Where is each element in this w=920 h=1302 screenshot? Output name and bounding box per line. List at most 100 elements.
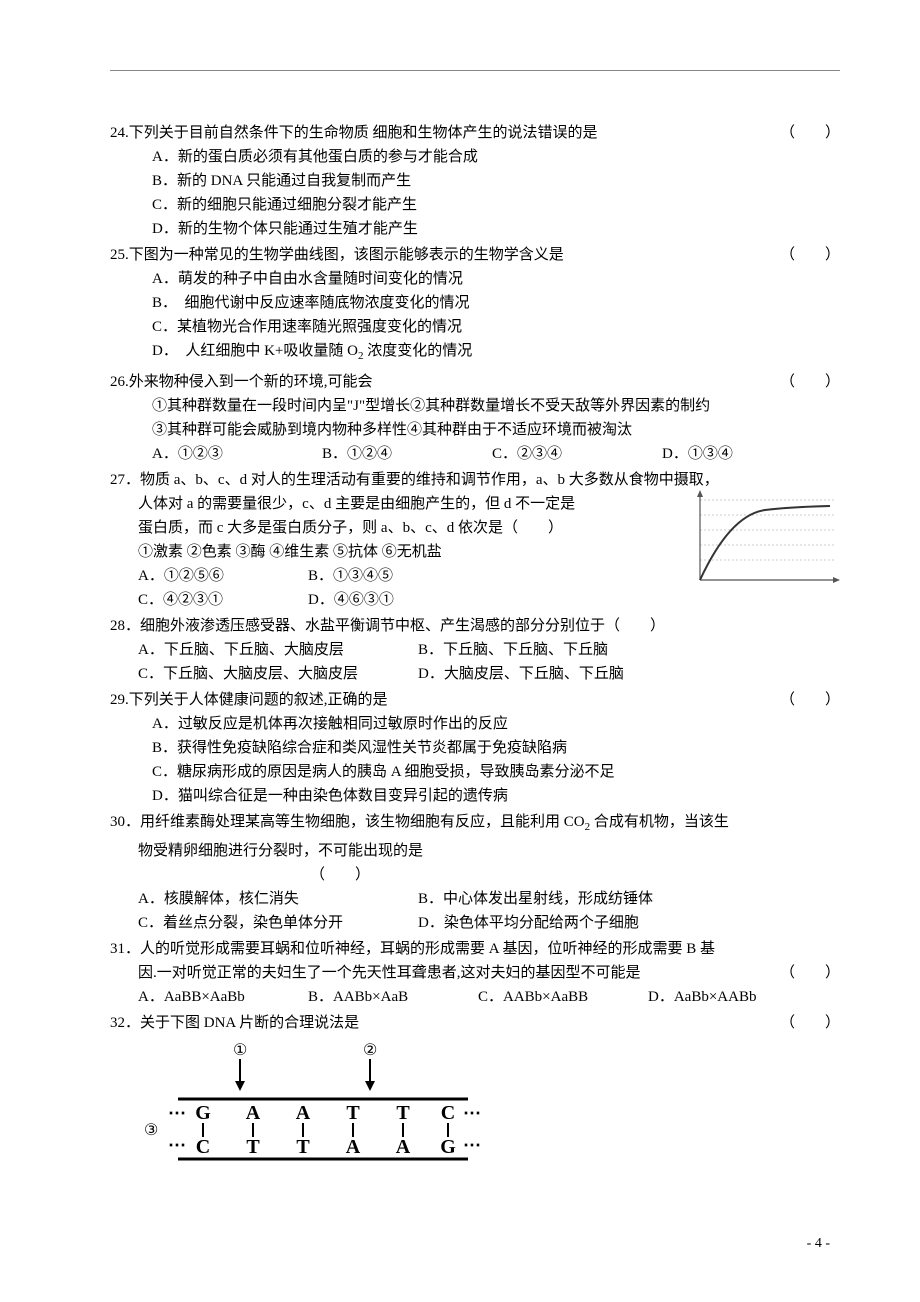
- page-number: - 4 -: [110, 1236, 840, 1252]
- question-25: 25. 下图为一种常见的生物学曲线图，该图示能够表示的生物学含义是 （ ） A．…: [110, 243, 840, 368]
- q31-options-row: A．AaBB×AaBb B．AABb×AaB C．AABb×AaBB D．AaB…: [110, 985, 840, 1009]
- q30-opt-c: C．着丝点分裂，染色单体分开: [138, 911, 418, 935]
- q32-dna-diagram: ① ② ⋯ ⋯ ⋯ ⋯ ③ G A: [138, 1041, 498, 1176]
- q25-opt-d-post: 浓度变化的情况: [363, 343, 472, 359]
- q31-opt-d: D．AaBb×AABb: [648, 985, 818, 1009]
- q24-number: 24.: [110, 121, 129, 145]
- question-27: 27． 物质 a、b、c、d 对人的生理活动有重要的维持和调节作用，a、b 大多…: [110, 468, 840, 612]
- q27-opt-a: A．①②⑤⑥: [138, 564, 308, 588]
- question-24: 24. 下列关于目前自然条件下的生命物质 细胞和生物体产生的说法错误的是 （ ）…: [110, 121, 840, 241]
- q29-opt-b: B．获得性免疫缺陷综合症和类风湿性关节炎都属于免疫缺陷病: [110, 736, 840, 760]
- q25-opt-d-pre: D． 人红细胞中 K+吸收量随 O: [152, 343, 358, 359]
- dna-top-0: G: [195, 1102, 211, 1124]
- q28-text: 细胞外液渗透压感受器、水盐平衡调节中枢、产生渴感的部分分别位于（ ）: [140, 614, 840, 638]
- top-ruler: [110, 70, 840, 71]
- q30-number: 30．: [110, 810, 140, 834]
- q29-opt-c: C．糖尿病形成的原因是病人的胰岛 A 细胞受损，导致胰岛素分泌不足: [110, 760, 840, 784]
- dna-bot-2: T: [296, 1136, 310, 1158]
- dna-top-1: A: [246, 1102, 261, 1124]
- question-29: 29. 下列关于人体健康问题的叙述,正确的是 （ ） A．过敏反应是机体再次接触…: [110, 688, 840, 808]
- dna-bot-5: G: [440, 1136, 456, 1158]
- q30-options-row2: C．着丝点分裂，染色单体分开 D．染色体平均分配给两个子细胞: [110, 911, 840, 935]
- q26-opt-d: D．①③④: [662, 442, 832, 466]
- q30-options-row1: A．核膜解体，核仁消失 B．中心体发出星射线，形成纺锤体: [110, 887, 840, 911]
- q24-parens: （ ）: [780, 121, 840, 145]
- dna-label-3: ③: [144, 1122, 158, 1139]
- q30-parens: （ ）: [110, 863, 840, 887]
- q28-options-row2: C．下丘脑、大脑皮层、大脑皮层 D．大脑皮层、下丘脑、下丘脑: [110, 662, 840, 686]
- q28-number: 28．: [110, 614, 140, 638]
- q26-options-row: A．①②③ B．①②④ C．②③④ D．①③④: [110, 442, 840, 466]
- q24-opt-d: D．新的生物个体只能通过生殖才能产生: [110, 217, 840, 241]
- q26-parens: （ ）: [780, 370, 840, 394]
- q25-opt-d: D． 人红细胞中 K+吸收量随 O2 浓度变化的情况: [110, 339, 840, 368]
- q30-opt-a: A．核膜解体，核仁消失: [138, 887, 418, 911]
- dna-top-2: A: [296, 1102, 311, 1124]
- q28-opt-c: C．下丘脑、大脑皮层、大脑皮层: [138, 662, 418, 686]
- q25-parens: （ ）: [780, 243, 840, 267]
- svg-text:⋯: ⋯: [168, 1103, 186, 1123]
- q29-text: 下列关于人体健康问题的叙述,正确的是: [129, 688, 780, 712]
- q31-opt-a: A．AaBB×AaBb: [138, 985, 308, 1009]
- question-31: 31． 人的听觉形成需要耳蜗和位听神经，耳蜗的形成需要 A 基因，位听神经的形成…: [110, 937, 840, 1009]
- q31-line2: 因.一对听觉正常的夫妇生了一个先天性耳聋患者,这对夫妇的基因型不可能是: [138, 961, 780, 985]
- svg-text:⋯: ⋯: [463, 1103, 481, 1123]
- q31-line1: 人的听觉形成需要耳蜗和位听神经，耳蜗的形成需要 A 基因，位听神经的形成需要 B…: [140, 937, 840, 961]
- q25-opt-c: C．某植物光合作用速率随光照强度变化的情况: [110, 315, 840, 339]
- dna-bot-0: C: [196, 1136, 210, 1158]
- page-container: 24. 下列关于目前自然条件下的生命物质 细胞和生物体产生的说法错误的是 （ ）…: [0, 0, 920, 1292]
- q30-text-line1: 用纤维素酶处理某高等生物细胞，该生物细胞有反应，且能利用 CO2 合成有机物，当…: [140, 810, 840, 839]
- q30-text-post: 合成有机物，当该生: [590, 814, 729, 830]
- question-32: 32． 关于下图 DNA 片断的合理说法是 （ ） ① ② ⋯ ⋯ ⋯: [110, 1011, 840, 1176]
- q27-line1: 物质 a、b、c、d 对人的生理活动有重要的维持和调节作用，a、b 大多数从食物…: [140, 468, 840, 492]
- q29-parens: （ ）: [780, 688, 840, 712]
- q25-text: 下图为一种常见的生物学曲线图，该图示能够表示的生物学含义是: [129, 243, 780, 267]
- q27-options-row2: C．④②③① D．④⑥③①: [110, 588, 840, 612]
- q32-parens: （ ）: [780, 1011, 840, 1035]
- dna-bot-1: T: [246, 1136, 260, 1158]
- dna-top-4: T: [396, 1102, 410, 1124]
- dna-bot-3: A: [346, 1136, 361, 1158]
- question-30: 30． 用纤维素酶处理某高等生物细胞，该生物细胞有反应，且能利用 CO2 合成有…: [110, 810, 840, 935]
- q28-opt-b: B．下丘脑、下丘脑、下丘脑: [418, 638, 698, 662]
- dna-label-1: ①: [233, 1042, 247, 1059]
- q28-opt-d: D．大脑皮层、下丘脑、下丘脑: [418, 662, 698, 686]
- q30-text-pre: 用纤维素酶处理某高等生物细胞，该生物细胞有反应，且能利用 CO: [140, 814, 585, 830]
- q26-number: 26.: [110, 370, 129, 394]
- q24-opt-c: C．新的细胞只能通过细胞分裂才能产生: [110, 193, 840, 217]
- dna-top-5: C: [441, 1102, 455, 1124]
- q30-text-line2: 物受精卵细胞进行分裂时，不可能出现的是: [110, 839, 840, 863]
- q26-line1: ①其种群数量在一段时间内呈"J"型增长②其种群数量增长不受天敌等外界因素的制约: [110, 394, 840, 418]
- saturation-curve-icon: [690, 490, 840, 590]
- q29-opt-a: A．过敏反应是机体再次接触相同过敏原时作出的反应: [110, 712, 840, 736]
- q26-line2: ③其种群可能会威胁到境内物种多样性④其种群由于不适应环境而被淘汰: [110, 418, 840, 442]
- q29-opt-d: D．猫叫综合征是一种由染色体数目变异引起的遗传病: [110, 784, 840, 808]
- q31-parens: （ ）: [780, 961, 840, 985]
- question-26: 26. 外来物种侵入到一个新的环境,可能会 （ ） ①其种群数量在一段时间内呈"…: [110, 370, 840, 466]
- q27-number: 27．: [110, 468, 140, 492]
- q32-text: 关于下图 DNA 片断的合理说法是: [140, 1011, 780, 1035]
- q28-options-row1: A．下丘脑、下丘脑、大脑皮层 B．下丘脑、下丘脑、下丘脑: [110, 638, 840, 662]
- q27-chart: [690, 490, 840, 590]
- q28-opt-a: A．下丘脑、下丘脑、大脑皮层: [138, 638, 418, 662]
- svg-text:⋯: ⋯: [168, 1135, 186, 1155]
- q32-number: 32．: [110, 1011, 140, 1035]
- q24-opt-a: A．新的蛋白质必须有其他蛋白质的参与才能合成: [110, 145, 840, 169]
- q25-number: 25.: [110, 243, 129, 267]
- question-28: 28． 细胞外液渗透压感受器、水盐平衡调节中枢、产生渴感的部分分别位于（ ） A…: [110, 614, 840, 686]
- q27-opt-c: C．④②③①: [138, 588, 308, 612]
- q26-opt-c: C．②③④: [492, 442, 662, 466]
- q27-opt-d: D．④⑥③①: [308, 588, 478, 612]
- dna-label-2: ②: [363, 1042, 377, 1059]
- q24-opt-b: B．新的 DNA 只能通过自我复制而产生: [110, 169, 840, 193]
- q25-opt-a: A．萌发的种子中自由水含量随时间变化的情况: [110, 267, 840, 291]
- dna-top-3: T: [346, 1102, 360, 1124]
- q27-opt-b: B．①③④⑤: [308, 564, 478, 588]
- q26-text: 外来物种侵入到一个新的环境,可能会: [129, 370, 780, 394]
- q30-opt-d: D．染色体平均分配给两个子细胞: [418, 911, 698, 935]
- svg-text:⋯: ⋯: [463, 1135, 481, 1155]
- q29-number: 29.: [110, 688, 129, 712]
- q31-number: 31．: [110, 937, 140, 961]
- q31-opt-c: C．AABb×AaBB: [478, 985, 648, 1009]
- q24-text: 下列关于目前自然条件下的生命物质 细胞和生物体产生的说法错误的是: [129, 121, 780, 145]
